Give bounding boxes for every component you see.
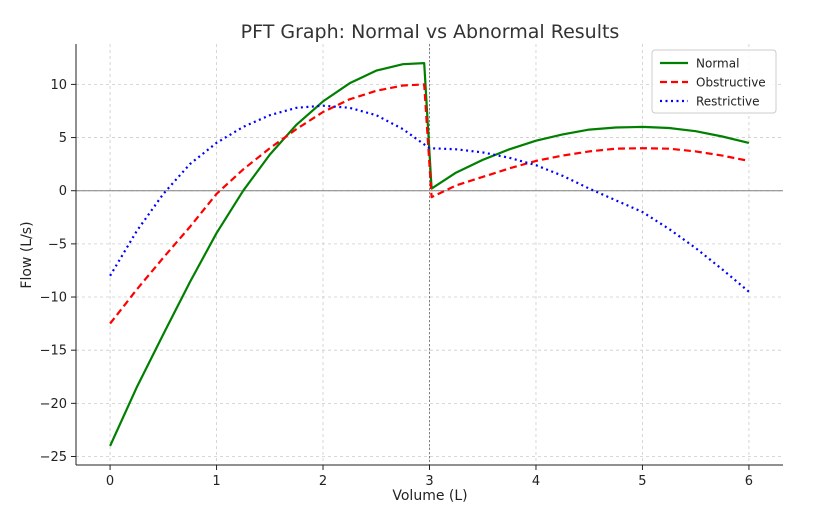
x-tick-label: 5 bbox=[638, 474, 646, 489]
chart-title: PFT Graph: Normal vs Abnormal Results bbox=[241, 21, 620, 43]
series-line-normal bbox=[109, 61, 750, 447]
legend: Normal Obstructive Restrictive bbox=[651, 49, 777, 114]
y-tick-label: −10 bbox=[40, 291, 67, 306]
y-tick-label: 0 bbox=[59, 184, 67, 199]
x-tick-label: 6 bbox=[745, 474, 753, 489]
axes bbox=[71, 44, 783, 470]
legend-label-restrictive: Restrictive bbox=[696, 95, 760, 109]
y-tick-label: −15 bbox=[40, 344, 67, 359]
series-line-obstructive bbox=[109, 83, 750, 325]
legend-label-obstructive: Obstructive bbox=[696, 76, 766, 90]
y-tick-label: −20 bbox=[40, 397, 67, 412]
y-tick-label: 10 bbox=[50, 78, 67, 93]
x-tick-label: 0 bbox=[106, 474, 114, 489]
x-axis-label: Volume (L) bbox=[392, 488, 467, 504]
reference-lines bbox=[76, 44, 783, 465]
legend-label-normal: Normal bbox=[696, 57, 739, 71]
y-tick-label: −25 bbox=[40, 450, 67, 465]
x-tick-label: 1 bbox=[212, 474, 220, 489]
tick-labels: 0 1 2 3 4 5 6 −25 −20 −15 −10 −5 0 5 10 bbox=[40, 78, 754, 489]
x-tick-label: 4 bbox=[532, 474, 540, 489]
x-tick-label: 2 bbox=[319, 474, 327, 489]
legend-box bbox=[651, 49, 777, 114]
series-line-restrictive bbox=[109, 104, 750, 293]
series-lines bbox=[109, 61, 750, 447]
y-tick-label: 5 bbox=[59, 131, 67, 146]
y-axis-label: Flow (L/s) bbox=[19, 221, 35, 288]
y-tick-label: −5 bbox=[48, 237, 67, 252]
x-tick-label: 3 bbox=[425, 474, 433, 489]
